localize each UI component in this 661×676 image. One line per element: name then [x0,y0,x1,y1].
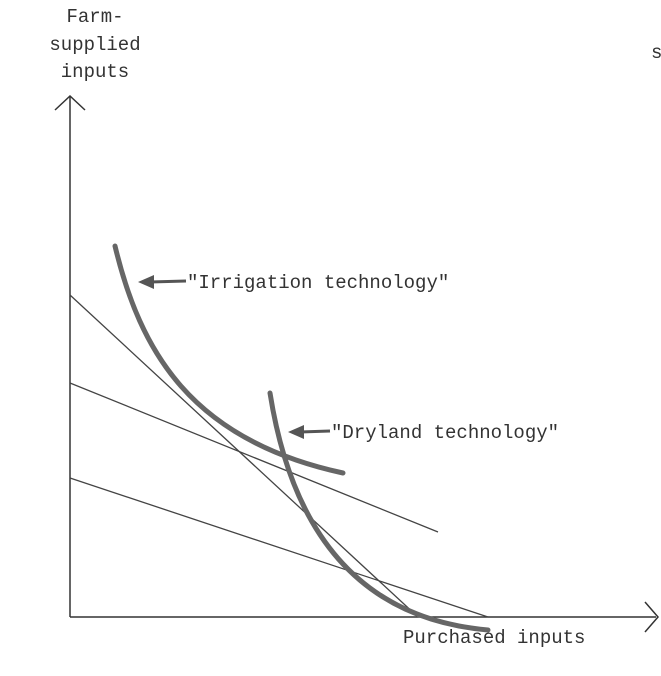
arrowhead [138,275,154,289]
x-axis-arrow [644,601,659,633]
dryland-curve [267,390,491,633]
price-lines [69,294,489,618]
y-axis-label: Farm- [66,6,123,28]
price-line [69,382,439,533]
label-arrows [138,275,331,439]
price-line [69,294,419,618]
curve-label: "Irrigation technology" [187,272,449,294]
arrowhead [288,425,304,439]
price-line [69,477,489,618]
irrigation-curve [112,243,346,476]
y-axis-arrow [54,94,86,111]
x-axis-label: Purchased inputs [403,627,585,649]
edge-text: s [651,42,661,64]
y-axis-label: supplied [49,34,140,56]
arrow [299,429,331,434]
curve-label: "Dryland technology" [331,422,559,444]
y-axis-label: inputs [61,61,129,83]
axes [54,94,659,633]
isoquants [112,243,491,633]
arrow [149,279,187,284]
